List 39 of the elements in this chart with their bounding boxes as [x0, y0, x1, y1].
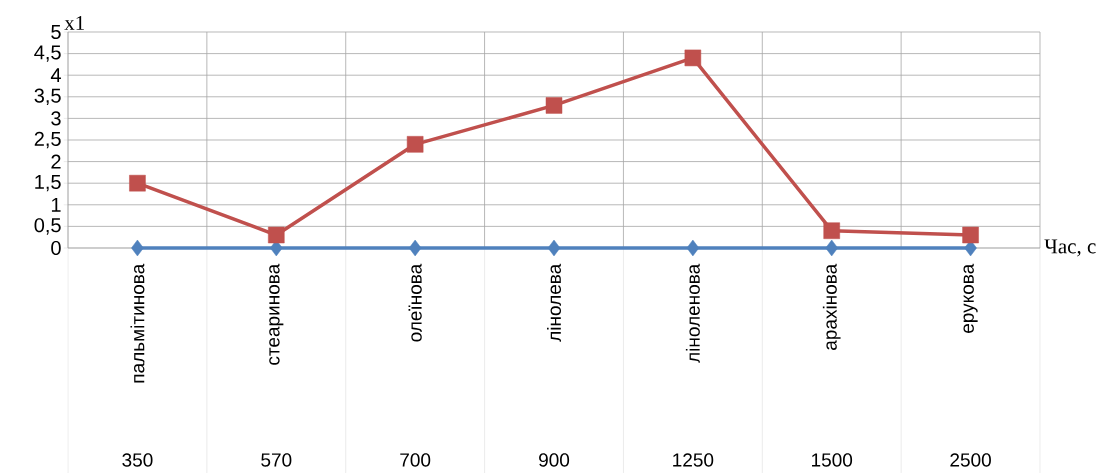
y-tick-label: 4	[50, 68, 61, 83]
point	[684, 49, 702, 67]
point	[962, 226, 979, 244]
point	[406, 136, 424, 153]
point	[825, 239, 838, 257]
text: 570	[261, 453, 292, 467]
text: 1250	[673, 453, 714, 467]
y-tick-label: 0,5	[34, 218, 61, 235]
x-tick-label: арахінова	[822, 263, 841, 350]
text: 1500	[812, 453, 853, 467]
x-tick-label: ерукова	[963, 263, 978, 333]
x-tick-label: стеаринова	[269, 263, 284, 365]
y-tick-label: 5	[51, 25, 61, 39]
y-tick-label: 3,5	[34, 88, 61, 106]
point	[686, 239, 700, 257]
text: 350	[122, 453, 153, 467]
x-tick-label: олеїнова	[408, 263, 422, 342]
x-tick-label: лінолева	[547, 263, 561, 342]
point	[545, 97, 563, 114]
point	[131, 239, 144, 257]
x-axis-title: Час, с	[1044, 239, 1096, 257]
text: 700	[400, 453, 431, 467]
text: 2500	[950, 453, 991, 467]
y-tick-label: 2,5	[34, 131, 61, 149]
y-tick-label: 4,5	[34, 45, 61, 62]
y-tick-label: 3	[51, 111, 61, 126]
point	[823, 222, 840, 239]
y-tick-label: 1,5	[35, 175, 61, 192]
point	[129, 174, 146, 192]
y-tick-label: 2	[51, 154, 61, 169]
point	[408, 239, 422, 257]
y-tick-label: 0	[51, 240, 61, 256]
point	[547, 239, 561, 257]
y-axis-title: x1	[64, 15, 84, 30]
x-tick-label: пальмітинова	[130, 263, 145, 383]
point	[268, 226, 285, 244]
y-tick-label: 1	[51, 197, 61, 212]
text: 900	[539, 453, 570, 467]
x-tick-label: ліноленова	[685, 263, 700, 363]
